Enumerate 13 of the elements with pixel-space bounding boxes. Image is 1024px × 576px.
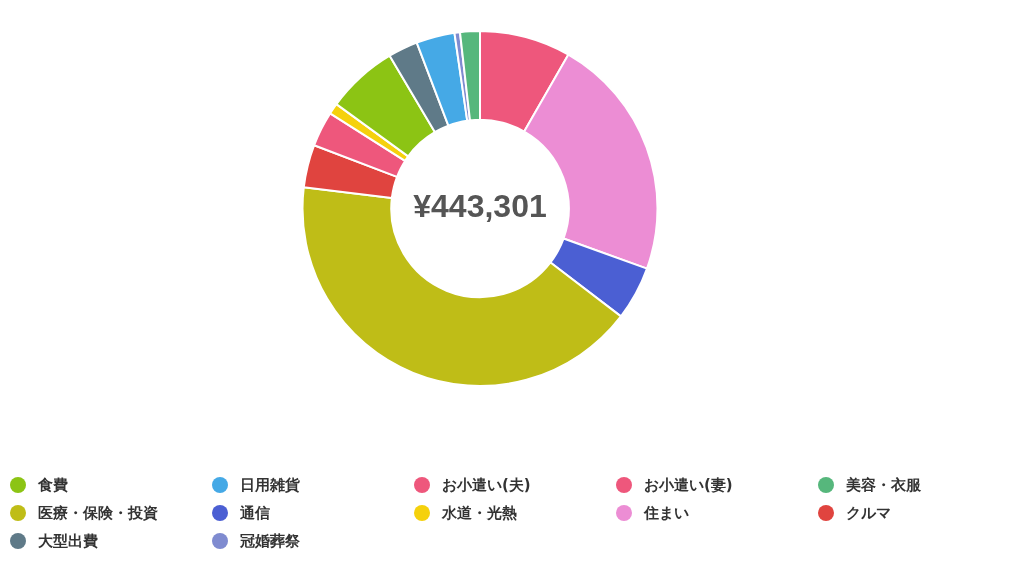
legend-label: 水道・光熱 [442, 503, 517, 523]
legend-label: 住まい [644, 503, 689, 523]
text: ¥443,301 [413, 188, 547, 225]
legend-label: お小遣い(夫) [442, 475, 531, 495]
legend-label: 大型出費 [38, 531, 98, 551]
legend-label: 食費 [38, 475, 68, 495]
legend-label: 医療・保険・投資 [38, 503, 158, 523]
legend-label: 通信 [240, 503, 270, 523]
legend-label: 冠婚葬祭 [240, 531, 300, 551]
legend-label: 日用雑貨 [240, 475, 300, 495]
legend-label: クルマ [846, 503, 891, 523]
legend-label: お小遣い(妻) [644, 475, 733, 495]
legend-label: 美容・衣服 [846, 475, 921, 495]
